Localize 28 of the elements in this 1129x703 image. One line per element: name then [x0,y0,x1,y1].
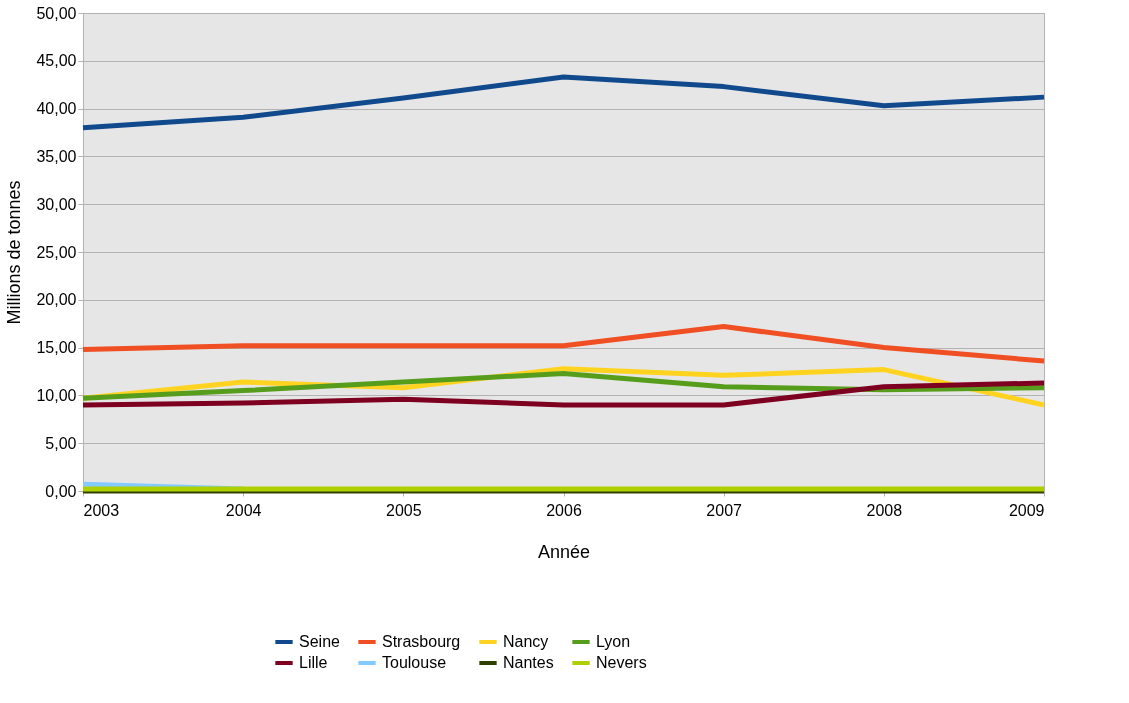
y-tick-label: 35,00 [36,147,77,165]
legend-label: Lille [299,654,328,671]
x-tick-label: 2008 [866,501,903,519]
y-tick-label: 50,00 [36,4,77,22]
x-tick-label: 2003 [83,501,120,519]
legend-label: Nancy [503,633,549,650]
legend-label: Seine [299,633,341,650]
y-tick-label: 5,00 [45,434,77,452]
y-tick-label: 40,00 [36,100,77,118]
legend-label: Lyon [596,633,631,650]
y-axis-title: Millions de tonnes [4,180,25,325]
legend-label: Nevers [596,654,647,671]
y-tick-label: 20,00 [36,291,77,309]
x-tick-label: 2005 [386,501,422,519]
x-tick-label: 2006 [546,501,582,519]
y-tick-label: 10,00 [36,386,77,404]
legend-label: Toulouse [382,654,447,671]
x-axis-title: Année [537,541,591,562]
legend-label: Nantes [503,654,554,671]
legend-label: Strasbourg [382,633,461,650]
x-tick-label: 2009 [1008,501,1045,519]
y-tick-label: 15,00 [36,339,77,357]
x-tick-label: 2007 [706,501,743,519]
y-tick-label: 45,00 [36,52,77,70]
y-tick-label: 0,00 [45,482,77,500]
x-tick-label: 2004 [225,501,262,519]
y-tick-label: 25,00 [36,243,77,261]
y-tick-label: 30,00 [36,195,77,213]
